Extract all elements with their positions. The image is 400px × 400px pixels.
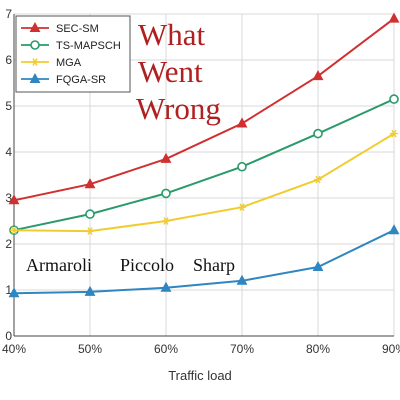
y-tick-label: 3 xyxy=(5,191,12,205)
data-point-fqga-sr xyxy=(236,274,248,285)
x-tick-label: 80% xyxy=(306,342,330,356)
legend-marker xyxy=(30,40,40,50)
data-point-ts-mapsch xyxy=(237,161,247,172)
data-point-sec-sm xyxy=(312,70,324,81)
x-tick-label: 90% xyxy=(382,342,400,356)
annotation-text: What xyxy=(138,17,206,52)
y-tick-label: 1 xyxy=(5,283,12,297)
x-tick-label: 70% xyxy=(230,342,254,356)
annotation-text: Wrong xyxy=(136,91,221,126)
legend-marker xyxy=(29,72,41,83)
y-tick-label: 6 xyxy=(5,53,12,67)
data-point-fqga-sr xyxy=(160,281,172,292)
x-tick-label: 60% xyxy=(154,342,178,356)
data-point-sec-sm xyxy=(236,117,248,128)
series-line-ts-mapsch xyxy=(13,98,395,232)
y-tick-label: 7 xyxy=(5,7,12,21)
y-tick-label: 0 xyxy=(5,329,12,343)
data-point-mga xyxy=(314,175,322,184)
legend-entry: SEC-SM xyxy=(56,23,99,35)
data-point-ts-mapsch xyxy=(85,209,95,219)
data-point-sec-sm xyxy=(84,178,96,189)
legend-marker xyxy=(29,21,41,32)
legend: SEC-SM TS-MAPSCH MGA FQGA-SR xyxy=(15,15,131,93)
data-point-ts-mapsch xyxy=(389,94,399,104)
data-point-fqga-sr xyxy=(312,260,324,271)
data-point-sec-sm xyxy=(160,152,172,163)
y-tick-label: 2 xyxy=(5,237,12,251)
data-point-mga xyxy=(390,129,398,138)
annotation-name: Sharp xyxy=(193,255,235,275)
data-point-sec-sm xyxy=(8,194,20,205)
data-point-sec-sm xyxy=(388,12,400,23)
y-tick-label: 5 xyxy=(5,99,12,113)
legend-entry: MGA xyxy=(56,57,82,69)
series-line-sec-sm xyxy=(13,17,395,202)
annotation-name: Piccolo xyxy=(120,255,174,275)
series-line-mga xyxy=(13,132,395,233)
data-point-mga xyxy=(10,226,18,235)
series-layer xyxy=(8,12,400,298)
annotation-name: Armaroli xyxy=(26,255,92,275)
data-point-ts-mapsch xyxy=(161,188,171,199)
legend-marker xyxy=(31,58,39,66)
data-point-mga xyxy=(86,227,94,235)
data-point-mga xyxy=(162,217,170,225)
y-tick-label: 4 xyxy=(5,145,12,159)
series-line-fqga-sr xyxy=(13,229,395,295)
data-point-fqga-sr xyxy=(388,224,400,235)
x-tick-label: 50% xyxy=(78,342,102,356)
axes: 0 1 2 3 4 5 6 7 40% 50% 60% 70% 80% 90% xyxy=(2,7,400,356)
x-axis-label: Traffic load xyxy=(168,368,232,383)
annotation-text: Went xyxy=(138,54,203,89)
legend-entry: FQGA-SR xyxy=(56,74,106,86)
data-point-ts-mapsch xyxy=(313,128,323,139)
data-point-fqga-sr xyxy=(84,285,96,296)
data-point-fqga-sr xyxy=(8,287,20,298)
legend-entry: TS-MAPSCH xyxy=(56,40,121,52)
data-point-mga xyxy=(238,203,246,212)
x-tick-label: 40% xyxy=(2,342,26,356)
